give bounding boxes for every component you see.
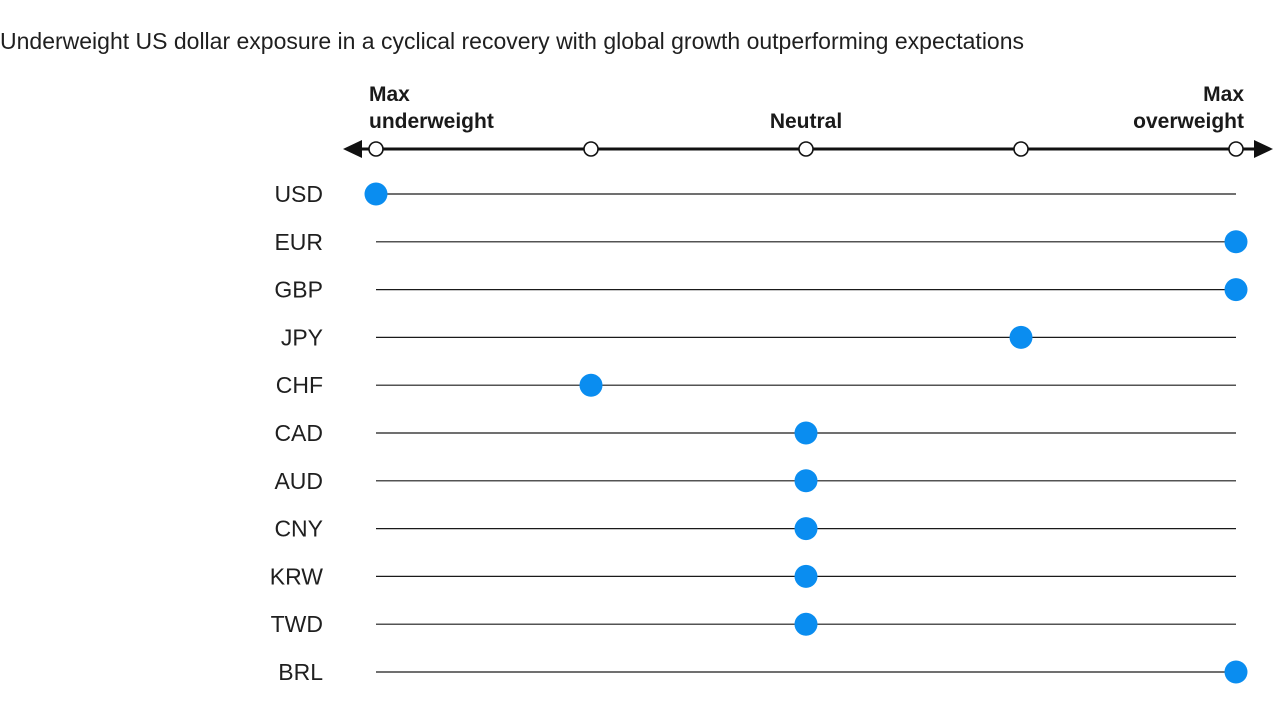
currency-label: CNY <box>274 516 323 542</box>
position-point <box>579 373 603 397</box>
position-point <box>1224 278 1248 302</box>
scale-label: Neutral <box>770 110 842 133</box>
currency-label: BRL <box>278 659 323 685</box>
scale-label: overweight <box>1133 110 1244 133</box>
scale-level-marker <box>1228 141 1244 157</box>
scale-axis: Max underweight Neutral Max overweight <box>343 83 1273 158</box>
currency-label: TWD <box>271 611 323 637</box>
currency-label: CHF <box>276 372 323 398</box>
currency-label: USD <box>274 181 323 207</box>
scale-level-marker <box>583 141 599 157</box>
currency-label: AUD <box>274 468 323 494</box>
scale-label: Max <box>369 83 410 106</box>
scale-label: underweight <box>369 110 494 133</box>
currency-label: EUR <box>274 229 323 255</box>
scale-level-marker <box>368 141 384 157</box>
scale-level-marker <box>798 141 814 157</box>
position-point <box>1224 660 1248 684</box>
currency-label: KRW <box>270 563 324 589</box>
position-point <box>364 182 388 206</box>
currency-rows: USD EUR GBP JPY CHF CAD AUD CNY KRW TWD BRL <box>270 181 1248 685</box>
chart-title: Underweight US dollar exposure in a cycl… <box>0 28 1025 54</box>
position-point <box>1224 230 1248 254</box>
position-point <box>794 517 818 541</box>
position-point <box>794 564 818 588</box>
position-point <box>1009 325 1033 349</box>
left-arrow-icon <box>343 140 362 158</box>
currency-label: CAD <box>274 420 323 446</box>
currency-label: GBP <box>274 277 323 303</box>
position-point <box>794 469 818 493</box>
currency-label: JPY <box>281 324 323 350</box>
position-point <box>794 612 818 636</box>
position-point <box>794 421 818 445</box>
right-arrow-icon <box>1254 140 1273 158</box>
scale-level-marker <box>1013 141 1029 157</box>
scale-label: Max <box>1203 83 1244 106</box>
